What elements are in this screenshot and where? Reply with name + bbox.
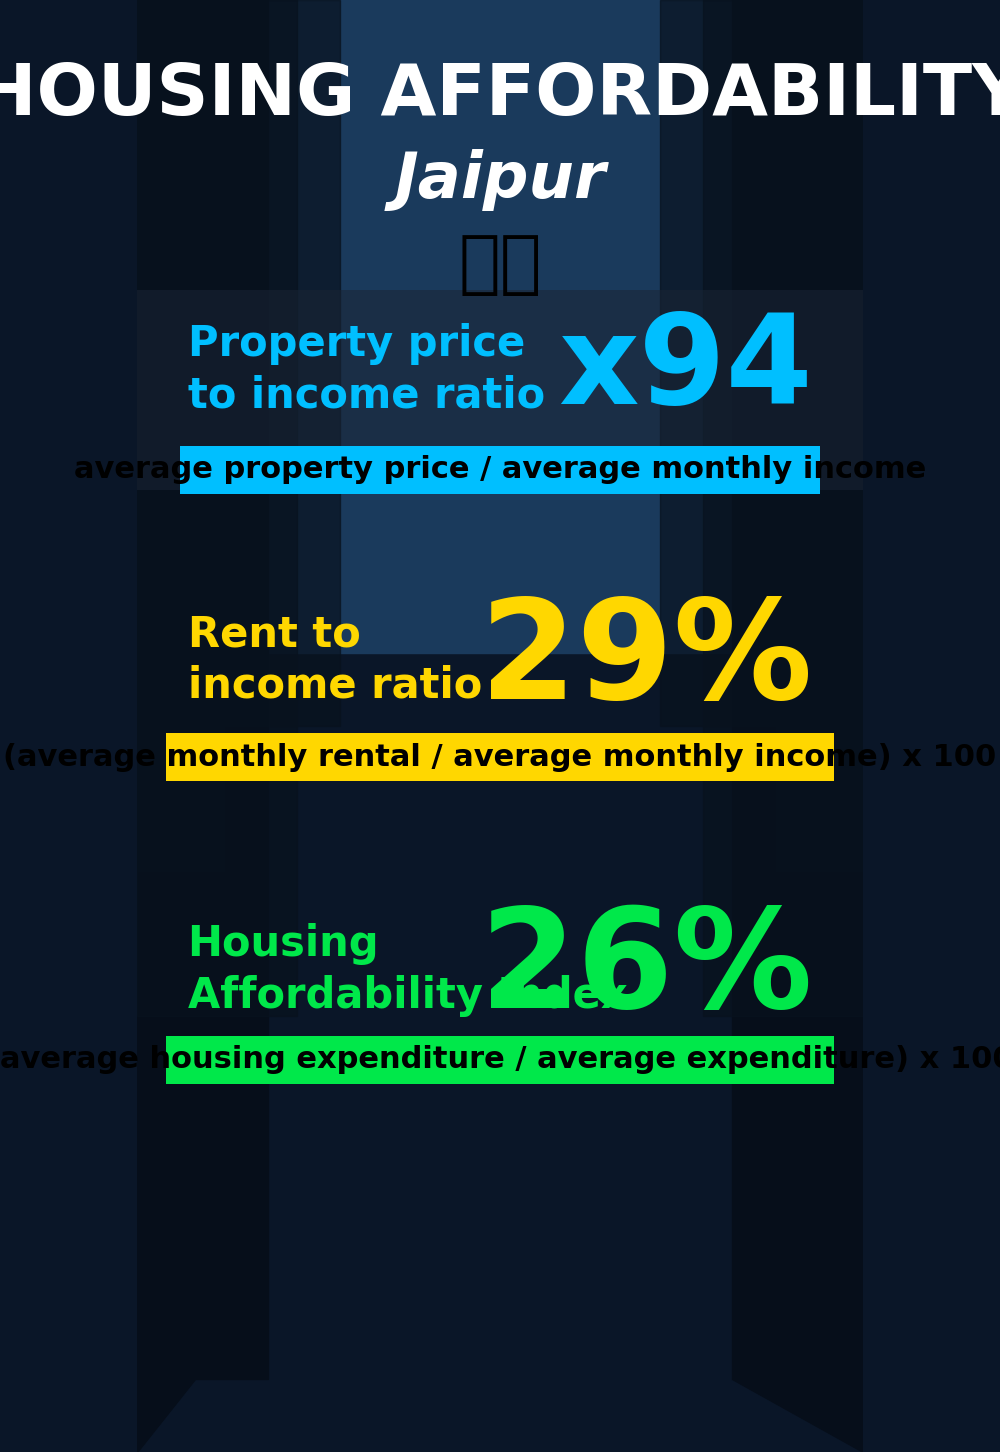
- FancyBboxPatch shape: [166, 733, 834, 781]
- Text: 26%: 26%: [480, 903, 812, 1038]
- Polygon shape: [776, 0, 863, 871]
- Polygon shape: [732, 0, 863, 1452]
- FancyBboxPatch shape: [137, 290, 863, 489]
- FancyBboxPatch shape: [166, 1035, 834, 1085]
- Text: x94: x94: [558, 309, 812, 430]
- Polygon shape: [660, 0, 776, 726]
- Text: average property price / average monthly income: average property price / average monthly…: [74, 456, 926, 485]
- Text: Jaipur: Jaipur: [394, 150, 606, 211]
- Text: (average monthly rental / average monthly income) x 100: (average monthly rental / average monthl…: [3, 742, 997, 771]
- Text: Property price
to income ratio: Property price to income ratio: [188, 322, 545, 417]
- Polygon shape: [268, 0, 732, 653]
- Text: (average housing expenditure / average expenditure) x 100: (average housing expenditure / average e…: [0, 1045, 1000, 1074]
- Text: 29%: 29%: [480, 592, 812, 727]
- Polygon shape: [224, 0, 340, 726]
- Polygon shape: [137, 0, 297, 1016]
- Polygon shape: [137, 0, 268, 1452]
- Text: Rent to
income ratio: Rent to income ratio: [188, 613, 482, 707]
- Text: 🇮🇳: 🇮🇳: [458, 231, 542, 299]
- Polygon shape: [137, 0, 224, 871]
- Polygon shape: [703, 0, 863, 1016]
- Text: HOUSING AFFORDABILITY: HOUSING AFFORDABILITY: [0, 61, 1000, 129]
- FancyBboxPatch shape: [180, 446, 820, 494]
- Text: Housing
Affordability Index: Housing Affordability Index: [188, 923, 627, 1016]
